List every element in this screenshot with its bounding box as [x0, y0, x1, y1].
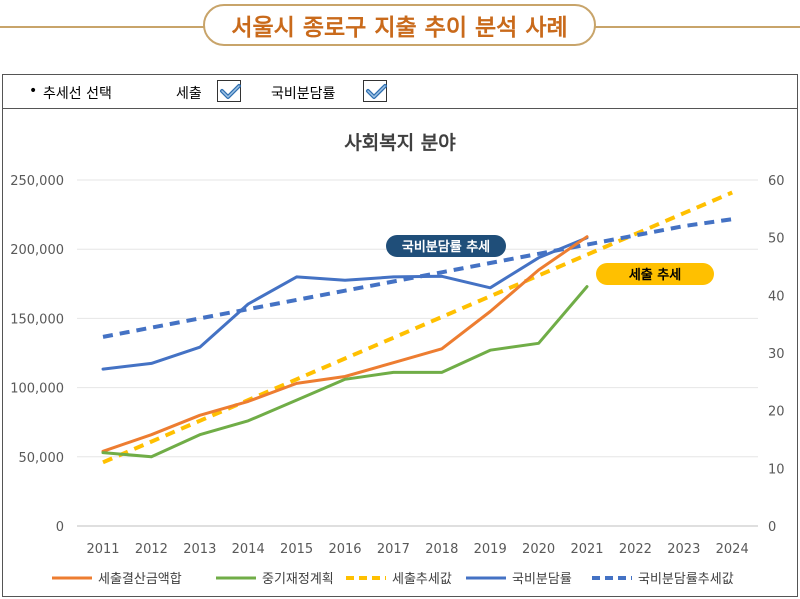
x-tick-label: 2013 — [183, 542, 216, 557]
annotation-badge — [386, 235, 506, 257]
x-tick-label: 2024 — [716, 542, 749, 557]
series-line-4 — [102, 217, 733, 339]
chart-panel: • 추세선 선택 세출 국비분담률 — [2, 74, 798, 597]
y-right-tick-label: 0 — [768, 520, 776, 535]
y-right-tick-label: 30 — [768, 347, 785, 362]
checkmark-icon — [366, 84, 387, 99]
x-tick-label: 2020 — [522, 542, 555, 557]
legend-label: 세출결산금액합 — [98, 572, 182, 587]
series-line-1 — [101, 285, 589, 459]
x-tick-label: 2018 — [425, 542, 458, 557]
y-right-tick-label: 20 — [768, 405, 785, 420]
x-tick-label: 2016 — [328, 542, 361, 557]
x-tick-label: 2015 — [280, 542, 313, 557]
y-right-tick-label: 60 — [768, 174, 785, 189]
checkbox-label-expenditure: 세출 — [176, 86, 202, 102]
checkbox-label-national-share: 국비분담률 — [271, 86, 336, 102]
legend-label: 세출추세값 — [392, 572, 452, 587]
annotation-label: 국비분담률 추세 — [402, 239, 490, 255]
legend-label: 국비분담률 — [512, 572, 572, 587]
x-tick-label: 2012 — [135, 542, 168, 557]
options-bullet: • — [29, 83, 38, 99]
x-tick-label: 2023 — [667, 542, 700, 557]
trendline-options-bar: • 추세선 선택 세출 국비분담률 — [3, 75, 797, 109]
y-left-tick-label: 100,000 — [10, 382, 64, 397]
x-tick-label: 2019 — [474, 542, 507, 557]
y-left-tick-label: 50,000 — [19, 451, 65, 466]
legend-label: 국비분담률추세값 — [638, 572, 734, 587]
annotation-badge — [596, 263, 714, 285]
y-right-tick-label: 40 — [768, 289, 785, 304]
y-left-tick-label: 150,000 — [10, 312, 64, 327]
series-line-3 — [101, 236, 589, 371]
y-right-tick-label: 50 — [768, 232, 785, 247]
legend-label: 중기재정계획 — [262, 572, 334, 587]
checkbox-national-share[interactable] — [363, 80, 387, 102]
x-tick-label: 2021 — [570, 542, 603, 557]
x-tick-label: 2017 — [377, 542, 410, 557]
y-left-tick-label: 0 — [56, 520, 64, 535]
options-label: 추세선 선택 — [43, 86, 112, 102]
banner-line-left — [0, 26, 205, 28]
series-line-0 — [101, 235, 589, 453]
y-left-tick-label: 200,000 — [10, 243, 64, 258]
banner-line-right — [594, 26, 800, 28]
y-left-tick-label: 250,000 — [10, 174, 64, 189]
annotation-label: 세출 추세 — [629, 267, 681, 283]
x-tick-label: 2014 — [232, 542, 265, 557]
x-tick-label: 2011 — [86, 542, 119, 557]
x-tick-label: 2022 — [619, 542, 652, 557]
checkbox-expenditure[interactable] — [217, 80, 241, 102]
y-right-tick-label: 10 — [768, 462, 785, 477]
chart-title: 사회복지 분야 — [344, 132, 456, 154]
banner-title: 서울시 종로구 지출 추이 분석 사례 — [203, 4, 596, 46]
checkmark-icon — [220, 84, 241, 99]
